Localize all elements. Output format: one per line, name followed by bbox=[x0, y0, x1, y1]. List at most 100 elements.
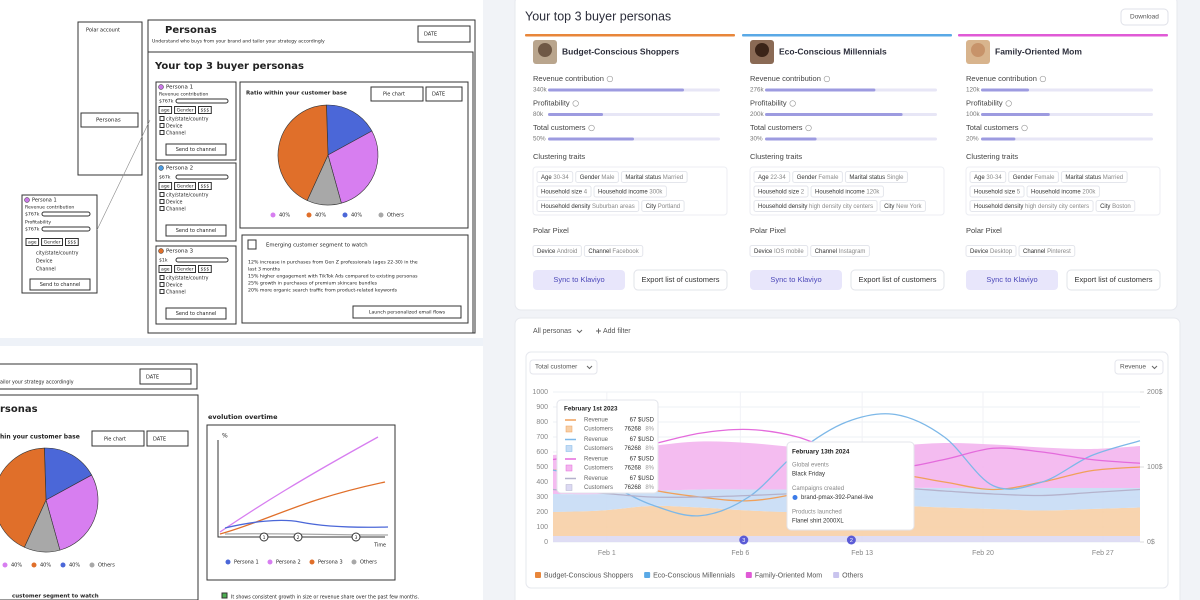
tooltip-value: 76268 bbox=[624, 485, 641, 491]
wf-tag: age bbox=[28, 241, 37, 246]
wf-tag-box bbox=[41, 238, 63, 246]
plus-icon bbox=[596, 328, 601, 334]
tooltip-label: Customers bbox=[584, 466, 613, 472]
wf-pie-slice bbox=[0, 447, 47, 548]
wf-date[interactable] bbox=[146, 430, 189, 447]
selector[interactable] bbox=[529, 359, 598, 375]
metric-value: 200k bbox=[750, 111, 765, 118]
wf-chart-type[interactable] bbox=[91, 430, 145, 447]
wf-legend-dot bbox=[2, 562, 8, 568]
chip-value: 30-34 bbox=[553, 175, 569, 181]
chip-key: Channel bbox=[588, 249, 610, 255]
selector[interactable] bbox=[1114, 359, 1164, 375]
chip-text: Household size 2 bbox=[758, 189, 805, 195]
chip-text: City Boston bbox=[1100, 204, 1131, 210]
tooltip bbox=[786, 441, 915, 531]
wf-send[interactable] bbox=[165, 143, 227, 156]
tooltip-value: 8% bbox=[645, 427, 654, 433]
wf-date[interactable] bbox=[425, 86, 463, 102]
metric-label: Profitability bbox=[750, 98, 787, 107]
filter-label: All personas bbox=[533, 328, 572, 335]
wf-tag-box bbox=[174, 106, 196, 114]
wf-sidebar-item[interactable] bbox=[80, 112, 139, 128]
wf-tag: Gender bbox=[177, 108, 194, 114]
wf-icon bbox=[159, 192, 165, 197]
chip-key: City bbox=[884, 204, 894, 210]
wf-ratio-title: hin your customer base bbox=[0, 434, 80, 441]
trait-chip: Household income 200k bbox=[1026, 185, 1100, 198]
wf-legend-label: 40% bbox=[279, 213, 290, 219]
event-marker[interactable] bbox=[739, 535, 749, 545]
y-tick-label: 200 bbox=[536, 509, 548, 516]
wf-date[interactable] bbox=[417, 25, 471, 43]
wf-channel: Channel bbox=[166, 290, 186, 296]
wf-send[interactable] bbox=[165, 224, 227, 237]
wf-legend-label: 40% bbox=[351, 213, 362, 219]
info-icon bbox=[805, 124, 812, 132]
filter-dropdown[interactable] bbox=[528, 324, 586, 338]
wf-send[interactable] bbox=[29, 278, 91, 291]
wf-segment-line: 15% higher engagement with TikTok Ads co… bbox=[248, 274, 418, 280]
tooltip-value: 76268 bbox=[624, 466, 641, 472]
chip-text: Age 30-34 bbox=[974, 175, 1002, 181]
wf-legend-label: 40% bbox=[315, 213, 326, 219]
export-button[interactable] bbox=[850, 269, 945, 291]
trait-chip: Channel Instagram bbox=[810, 245, 870, 257]
tooltip-label: Global events bbox=[792, 463, 829, 469]
wf-legend-label: Persona 1 bbox=[234, 560, 259, 566]
y-tick-label: 0 bbox=[544, 539, 548, 546]
chip-bg bbox=[749, 245, 809, 257]
tooltip-value: Flanel shirt 2000XL bbox=[792, 519, 844, 525]
chip-key: City bbox=[646, 204, 656, 210]
wf-send[interactable] bbox=[165, 307, 227, 320]
tooltip-value: 76268 bbox=[624, 427, 641, 433]
chip-key: Channel bbox=[815, 249, 837, 255]
download-button[interactable] bbox=[1120, 8, 1169, 26]
chip-text: Marital status Married bbox=[1065, 175, 1123, 181]
metric-label: Total customers bbox=[750, 123, 803, 132]
chip-text: Age 30-34 bbox=[541, 175, 569, 181]
sync-button[interactable] bbox=[533, 270, 625, 290]
wf-date[interactable] bbox=[139, 368, 192, 385]
chip-key: Household density bbox=[758, 204, 807, 210]
wf-bar bbox=[41, 211, 91, 217]
chip-text: Household size 4 bbox=[541, 189, 588, 195]
tooltip-label: Customers bbox=[584, 446, 613, 452]
legend-label: Eco-Conscious Millennials bbox=[653, 572, 735, 579]
chip-bg bbox=[810, 185, 884, 198]
legend-label: Family-Oriented Mom bbox=[755, 572, 822, 579]
y-tick-label: 400 bbox=[536, 479, 548, 486]
info-icon bbox=[606, 75, 613, 83]
chip-value: Portland bbox=[658, 204, 680, 210]
tooltip-label: Revenue bbox=[584, 476, 609, 482]
wf-launch[interactable] bbox=[352, 305, 462, 319]
wf-value: $767k bbox=[25, 212, 40, 218]
wf-tag: $$$ bbox=[201, 108, 210, 114]
persona-avatar-face bbox=[755, 43, 769, 57]
chip-text: City New York bbox=[884, 204, 922, 210]
area bbox=[553, 536, 1140, 542]
sync-button[interactable] bbox=[750, 270, 842, 290]
event-marker[interactable] bbox=[846, 535, 856, 545]
y-tick-label: 500 bbox=[536, 464, 548, 471]
wf-chart-type[interactable] bbox=[370, 86, 424, 102]
chip-text: Gender Female bbox=[1013, 175, 1055, 181]
wf-pie-slice bbox=[327, 130, 379, 204]
wf-title: rsonas bbox=[0, 404, 38, 415]
trait-chip: Household income 120k bbox=[810, 185, 884, 198]
x-tick-label: Feb 27 bbox=[1092, 550, 1114, 557]
wf-device: Device bbox=[166, 124, 182, 130]
app: Your top 3 buyer personas Download Budget-… bbox=[525, 8, 1169, 579]
metric-label: Profitability bbox=[966, 98, 1003, 107]
export-button[interactable] bbox=[1066, 269, 1161, 291]
chip-value: Married bbox=[1103, 175, 1123, 181]
wf-axis-title: Time bbox=[373, 543, 386, 549]
wf-chart-type-label: Pie chart bbox=[104, 437, 126, 443]
sync-button[interactable] bbox=[966, 270, 1058, 290]
caret bbox=[576, 329, 583, 334]
wf-tag-box bbox=[25, 238, 40, 246]
wf-evolution-title: evolution overtime bbox=[208, 413, 278, 421]
wf-pie-slice bbox=[45, 474, 99, 551]
export-button[interactable] bbox=[633, 269, 728, 291]
